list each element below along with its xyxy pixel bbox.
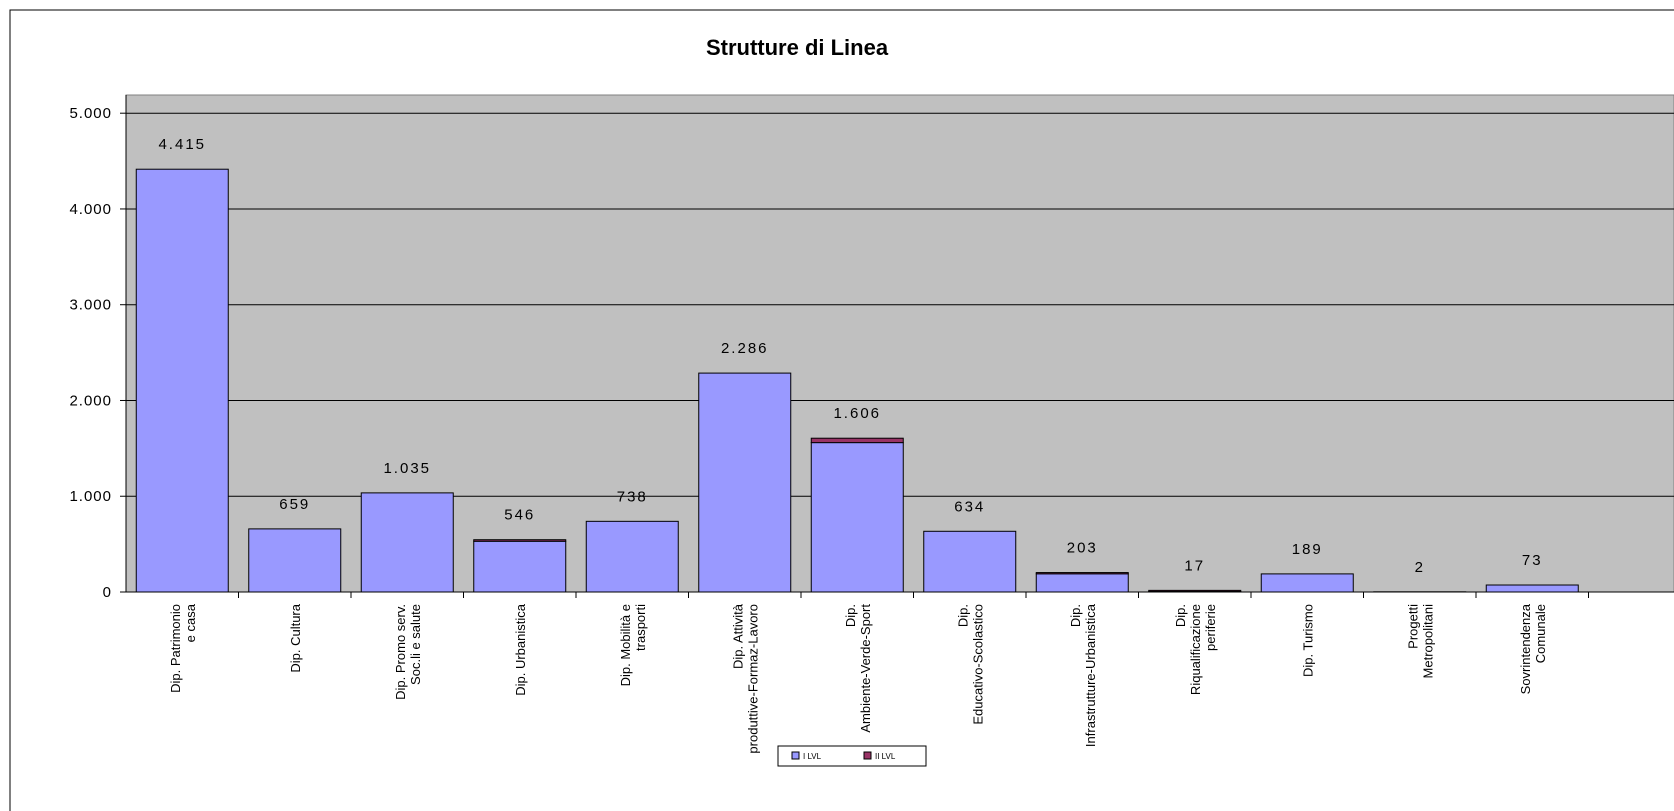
y-tick-label: 2.000 — [69, 392, 112, 409]
legend-label: I LVL — [803, 752, 822, 761]
bar-segment — [1148, 589, 1242, 593]
x-tick-label: ProgettiMetropolitani — [1405, 604, 1435, 679]
bar-segment — [473, 540, 567, 593]
x-tick-label: Dip.Ambiente-Verde-Sport — [843, 604, 873, 733]
x-tick-label: Dip.Infrastrutture-Urbanistica — [1068, 603, 1098, 747]
bar-segment — [810, 442, 904, 593]
y-tick-label: 3.000 — [69, 297, 112, 314]
bar-segment — [810, 437, 904, 444]
x-tick-label: Dip. Promo serv.Soc.li e salute — [393, 604, 423, 700]
data-label: 17 — [1184, 557, 1205, 574]
x-tick-label: Dip. Attivitàproduttive-Formaz-Lavoro — [730, 603, 760, 753]
y-tick-label: 5.000 — [69, 105, 112, 122]
x-tick-label: Dip. Turismo — [1300, 604, 1315, 677]
data-label: 2 — [1415, 559, 1425, 576]
data-label: 1.606 — [833, 405, 881, 422]
legend: I LVL II LVL — [777, 745, 927, 767]
legend-box — [777, 745, 927, 767]
y-tick-label: 1.000 — [69, 488, 112, 505]
data-label: 659 — [279, 496, 310, 513]
x-tick-label: Dip. Mobilità etrasporti — [618, 604, 648, 686]
x-tick-label: Dip. Urbanistica — [513, 603, 528, 696]
data-label: 73 — [1522, 552, 1543, 569]
bar-segment — [360, 492, 454, 593]
legend-label: II LVL — [875, 752, 896, 761]
bar-segment — [473, 539, 567, 542]
data-label: 738 — [617, 488, 648, 505]
bar-segment — [1485, 584, 1579, 593]
data-label: 1.035 — [383, 460, 431, 477]
x-tick-label: Dip. Patrimonioe casa — [168, 603, 198, 693]
bar-segment — [923, 530, 1017, 593]
bar-segment — [1035, 572, 1129, 575]
x-tick-label: SovrintendenzaComunale — [1518, 603, 1548, 694]
x-tick-label: Dip.Educativo-Scolastico — [955, 604, 985, 725]
bar-segment — [585, 520, 679, 593]
data-label: 634 — [954, 498, 985, 515]
y-tick-label: 0 — [103, 584, 112, 601]
bar-segment — [1260, 573, 1354, 593]
chart-title: Strutture di Linea — [706, 35, 889, 60]
data-label: 546 — [504, 507, 535, 524]
bar-segment — [1035, 573, 1129, 593]
data-label: 4.415 — [158, 136, 206, 153]
y-tick-label: 4.000 — [69, 201, 112, 218]
bar-segment — [248, 528, 342, 593]
bar-segment — [698, 372, 792, 593]
legend-swatch — [863, 751, 872, 760]
legend-swatch — [791, 751, 800, 760]
x-tick-label: Dip. Cultura — [288, 603, 303, 672]
bar-segment — [135, 168, 229, 593]
data-label: 189 — [1292, 541, 1323, 558]
data-label: 2.286 — [721, 340, 769, 357]
x-tick-label: Dip.Riqualificazioneperiferie — [1173, 604, 1218, 695]
data-label: 203 — [1067, 540, 1098, 557]
